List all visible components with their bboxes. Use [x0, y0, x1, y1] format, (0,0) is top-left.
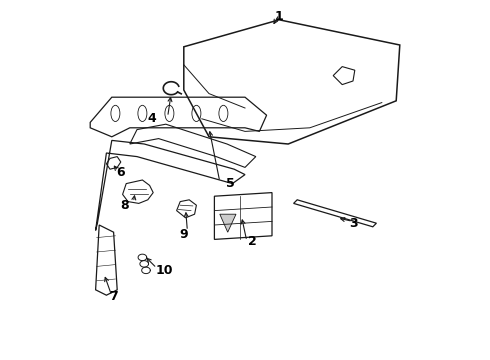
Text: 8: 8 [120, 199, 129, 212]
Text: 4: 4 [147, 112, 156, 125]
Text: 6: 6 [117, 166, 125, 179]
Text: 10: 10 [155, 264, 173, 276]
Text: 2: 2 [248, 235, 257, 248]
Text: 5: 5 [226, 177, 235, 190]
Text: 7: 7 [109, 291, 118, 303]
Text: 1: 1 [275, 10, 284, 23]
Text: 3: 3 [349, 217, 357, 230]
Text: 9: 9 [179, 228, 188, 240]
Polygon shape [220, 214, 236, 232]
